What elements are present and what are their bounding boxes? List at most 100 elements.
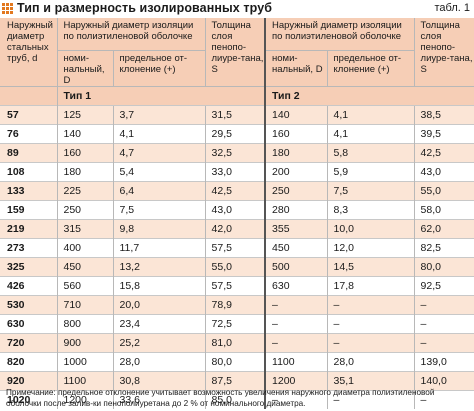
cell-type1-tolerance: 25,2 bbox=[112, 332, 206, 352]
cell-type2-thickness: 140,0 bbox=[413, 370, 474, 390]
header-type2-shell: Наружный диаметр изоляции по полиэтилено… bbox=[264, 18, 415, 50]
table-row: 530 710 20,0 78,9– – – bbox=[0, 294, 474, 314]
cell-pipe-diameter: 820 bbox=[0, 351, 57, 371]
cell-type1-nominal: 250 bbox=[56, 199, 113, 219]
cell-type2-tolerance: 12,0 bbox=[326, 237, 415, 257]
cell-type2-nominal: 250 bbox=[264, 180, 328, 200]
cell-type1-thickness: 42,0 bbox=[204, 218, 266, 238]
cell-type2-nominal: 355 bbox=[264, 218, 328, 238]
table-title: Тип и размерность изолированных труб bbox=[17, 1, 273, 15]
header-nominal: номи-нальный, D bbox=[56, 49, 113, 86]
cell-type1-nominal: 400 bbox=[56, 237, 113, 257]
cell-type2-nominal: 500 bbox=[264, 256, 328, 276]
cell-type2-tolerance: 7,5 bbox=[326, 180, 415, 200]
header-pipe-diameter: Наружный диаметр стальных труб, d bbox=[0, 18, 57, 86]
cell-type1-thickness: 31,5 bbox=[204, 104, 266, 124]
cell-pipe-diameter: 57 bbox=[0, 104, 57, 124]
cell-type1-nominal: 160 bbox=[56, 142, 113, 162]
cell-type2-nominal: – bbox=[264, 294, 328, 314]
cell-type1-nominal: 1100 bbox=[56, 370, 113, 390]
cell-type1-tolerance: 13,2 bbox=[112, 256, 206, 276]
cell-type2-tolerance: 10,0 bbox=[326, 218, 415, 238]
cell-type1-thickness: 55,0 bbox=[204, 256, 266, 276]
cell-type1-nominal: 125 bbox=[56, 104, 113, 124]
table-row: 133 225 6,4 42,5 250 7,5 55,0 bbox=[0, 180, 474, 200]
cell-type2-tolerance: 28,0 bbox=[326, 351, 415, 371]
cell-type2-thickness: 80,0 bbox=[413, 256, 474, 276]
cell-pipe-diameter: 219 bbox=[0, 218, 57, 238]
cell-type1-tolerance: 33,6 bbox=[112, 389, 206, 409]
cell-type2-nominal: 450 bbox=[264, 237, 328, 257]
cell-type1-tolerance: 28,0 bbox=[112, 351, 206, 371]
table-row: 630 800 23,4 72,5– – – bbox=[0, 313, 474, 333]
table-row: 820 1000 28,0 80,0 1100 28,0 139,0 bbox=[0, 351, 474, 371]
table-row: 426 560 15,8 57,5 630 17,8 92,5 bbox=[0, 275, 474, 295]
cell-type1-nominal: 1000 bbox=[56, 351, 113, 371]
cell-type1-tolerance: 15,8 bbox=[112, 275, 206, 295]
cell-type2-nominal: 160 bbox=[264, 123, 328, 143]
cell-type2-nominal: 180 bbox=[264, 142, 328, 162]
cell-type1-tolerance: 5,4 bbox=[112, 161, 206, 181]
header-tolerance-2: предельное от-клонение (+) bbox=[326, 49, 415, 86]
cell-type2-tolerance: 5,8 bbox=[326, 142, 415, 162]
cell-type1-thickness: 57,5 bbox=[204, 275, 266, 295]
cell-type1-tolerance: 4,7 bbox=[112, 142, 206, 162]
cell-type2-nominal: 140 bbox=[264, 104, 328, 124]
header-thickness-2: Толщина слоя пенопо-лиуре-тана, S bbox=[413, 18, 474, 86]
header-type1: Тип 1 bbox=[56, 85, 266, 105]
cell-type2-thickness: 43,0 bbox=[413, 161, 474, 181]
cell-type2-thickness: – bbox=[413, 389, 474, 409]
header-thickness: Толщина слоя пенопо-лиуре-тана, S bbox=[204, 18, 266, 86]
cell-type2-nominal: 1200 bbox=[264, 370, 328, 390]
cell-type1-nominal: 225 bbox=[56, 180, 113, 200]
cell-pipe-diameter: 630 bbox=[0, 313, 57, 333]
header-tolerance: предельное от-клонение (+) bbox=[112, 49, 206, 86]
cell-type2-tolerance: 17,8 bbox=[326, 275, 415, 295]
cell-pipe-diameter: 76 bbox=[0, 123, 57, 143]
cell-type2-nominal: – bbox=[264, 389, 328, 409]
table-row: 1020 1200 33,6 85,0– – – bbox=[0, 389, 474, 409]
cell-type2-tolerance: – bbox=[326, 332, 415, 352]
cell-type1-thickness: 29,5 bbox=[204, 123, 266, 143]
cell-type1-tolerance: 30,8 bbox=[112, 370, 206, 390]
cell-type2-tolerance: – bbox=[326, 389, 415, 409]
cell-type1-nominal: 180 bbox=[56, 161, 113, 181]
cell-type2-thickness: 42,5 bbox=[413, 142, 474, 162]
cell-type1-nominal: 560 bbox=[56, 275, 113, 295]
cell-pipe-diameter: 89 bbox=[0, 142, 57, 162]
cell-type2-nominal: – bbox=[264, 332, 328, 352]
header-type2: Тип 2 bbox=[264, 85, 474, 105]
cell-type1-nominal: 800 bbox=[56, 313, 113, 333]
cell-type2-tolerance: – bbox=[326, 294, 415, 314]
table-row: 159 250 7,5 43,0 280 8,3 58,0 bbox=[0, 199, 474, 219]
table-row: 89 160 4,7 32,5 180 5,8 42,5 bbox=[0, 142, 474, 162]
cell-type2-tolerance: 5,9 bbox=[326, 161, 415, 181]
cell-pipe-diameter: 720 bbox=[0, 332, 57, 352]
header-blank bbox=[0, 85, 57, 105]
cell-type1-thickness: 42,5 bbox=[204, 180, 266, 200]
cell-pipe-diameter: 133 bbox=[0, 180, 57, 200]
cell-pipe-diameter: 325 bbox=[0, 256, 57, 276]
cell-type1-thickness: 81,0 bbox=[204, 332, 266, 352]
grid-dots-icon bbox=[2, 3, 14, 15]
cell-type1-thickness: 43,0 bbox=[204, 199, 266, 219]
table-row: 76 140 4,1 29,5 160 4,1 39,5 bbox=[0, 123, 474, 143]
cell-type1-tolerance: 23,4 bbox=[112, 313, 206, 333]
cell-type2-tolerance: 4,1 bbox=[326, 104, 415, 124]
cell-pipe-diameter: 108 bbox=[0, 161, 57, 181]
table-row: 273 400 11,7 57,5 450 12,0 82,5 bbox=[0, 237, 474, 257]
cell-type1-thickness: 78,9 bbox=[204, 294, 266, 314]
cell-type2-thickness: – bbox=[413, 294, 474, 314]
cell-pipe-diameter: 273 bbox=[0, 237, 57, 257]
cell-type2-thickness: 62,0 bbox=[413, 218, 474, 238]
cell-type1-tolerance: 9,8 bbox=[112, 218, 206, 238]
cell-type1-tolerance: 7,5 bbox=[112, 199, 206, 219]
cell-type2-nominal: – bbox=[264, 313, 328, 333]
cell-type1-nominal: 450 bbox=[56, 256, 113, 276]
cell-type2-thickness: 55,0 bbox=[413, 180, 474, 200]
cell-type2-nominal: 630 bbox=[264, 275, 328, 295]
cell-type1-thickness: 33,0 bbox=[204, 161, 266, 181]
cell-type2-tolerance: 35,1 bbox=[326, 370, 415, 390]
table-row: 219 315 9,8 42,0 355 10,0 62,0 bbox=[0, 218, 474, 238]
